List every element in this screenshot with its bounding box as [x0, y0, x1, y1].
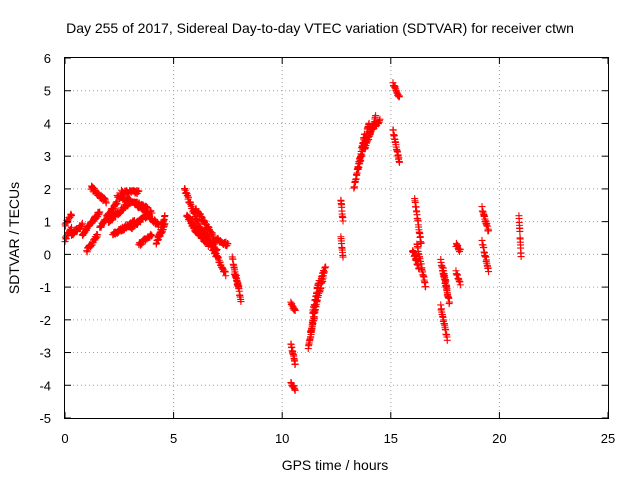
x-axis-label: GPS time / hours: [282, 457, 389, 473]
data-point: [485, 227, 493, 235]
data-point: [456, 245, 464, 253]
y-axis-label: SDTVAR / TECUs: [6, 182, 22, 294]
y-tick-label: 3: [44, 149, 51, 164]
data-point: [516, 227, 524, 235]
data-point: [339, 253, 347, 261]
data-point: [102, 199, 110, 207]
x-tick-label: 10: [275, 431, 289, 446]
plot-frame: [64, 57, 609, 419]
x-tick-label: 5: [170, 431, 177, 446]
y-tick-label: -2: [39, 313, 51, 328]
y-tick-label: -3: [39, 346, 51, 361]
data-point: [78, 219, 86, 227]
data-point: [395, 158, 403, 166]
axis-ticks: [64, 57, 609, 419]
data-point: [372, 112, 380, 120]
y-tick-label: -4: [39, 378, 51, 393]
data-point: [339, 217, 347, 225]
x-tick-label: 0: [61, 431, 68, 446]
x-tick-label: 25: [601, 431, 615, 446]
data-point: [443, 336, 451, 344]
data-point: [291, 386, 299, 394]
y-tick-label: 5: [44, 84, 51, 99]
data-point: [96, 208, 104, 216]
data-point: [235, 282, 243, 290]
data-point: [224, 240, 232, 248]
data-point: [94, 231, 102, 239]
y-tick-label: 1: [44, 215, 51, 230]
grid: [65, 58, 608, 418]
x-tick-label: 15: [384, 431, 398, 446]
y-tick-label: 6: [44, 51, 51, 66]
chart-title: Day 255 of 2017, Sidereal Day-to-day VTE…: [66, 20, 574, 36]
y-tick-labels: -5 -4 -3 -2 -1 0 1 2 3 4 5 6: [39, 51, 51, 426]
y-tick-label: 4: [44, 116, 51, 131]
data-point: [68, 212, 76, 220]
data-point: [485, 268, 493, 276]
data-point: [376, 115, 384, 123]
data-points: [61, 79, 525, 394]
x-tick-label: 20: [492, 431, 506, 446]
y-tick-label: -5: [39, 411, 51, 426]
data-point: [322, 263, 330, 271]
y-tick-label: 0: [44, 247, 51, 262]
data-point: [135, 187, 143, 195]
data-point: [161, 212, 169, 220]
data-point: [395, 92, 403, 100]
y-tick-label: 2: [44, 182, 51, 197]
data-point: [417, 239, 425, 247]
data-point: [113, 200, 121, 208]
data-point: [161, 220, 169, 228]
data-point: [456, 281, 464, 289]
data-point: [517, 253, 525, 261]
data-point: [291, 306, 299, 314]
data-point: [237, 298, 245, 306]
x-tick-labels: 0 5 10 15 20 25: [61, 431, 615, 446]
data-point: [445, 298, 453, 306]
y-tick-label: -1: [39, 280, 51, 295]
data-point: [222, 272, 230, 280]
data-point: [291, 360, 299, 368]
data-point: [422, 283, 430, 291]
data-point: [148, 232, 156, 240]
data-point: [415, 265, 423, 273]
